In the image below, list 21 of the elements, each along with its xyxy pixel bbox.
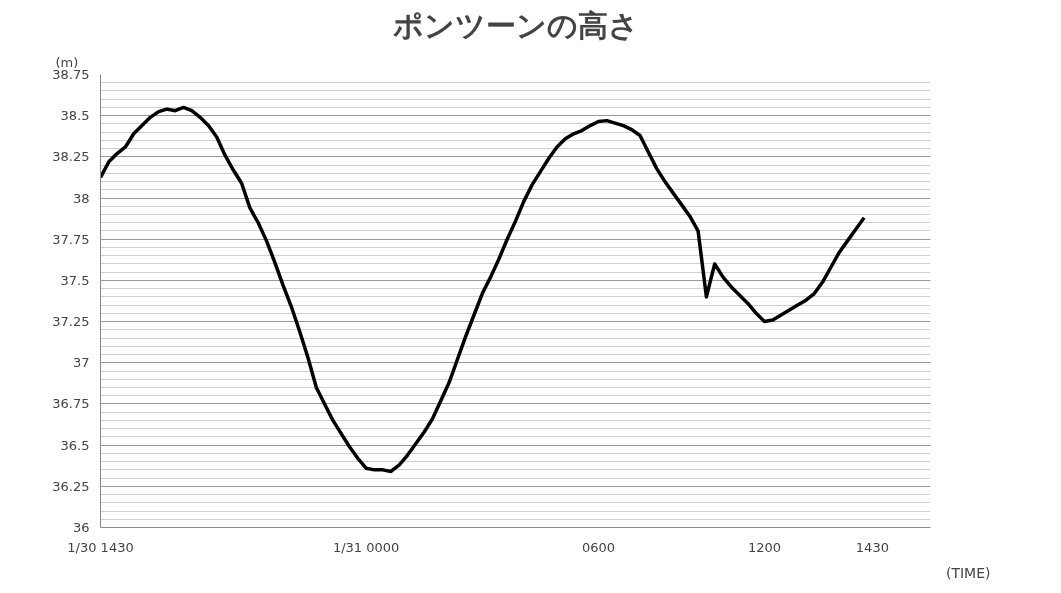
y-tick-label: 37	[72, 355, 90, 371]
y-tick-label: 36.5	[60, 437, 90, 453]
y-tick-label: 38.75	[52, 67, 90, 82]
chart-title: ポンツーンの高さ	[392, 7, 639, 43]
y-tick-label: 38	[72, 190, 90, 206]
y-tick-label: 37.25	[52, 314, 90, 330]
y-tick-label: 36.25	[52, 478, 90, 494]
y-tick-label: 36	[72, 520, 90, 535]
y-tick-label: 38.25	[52, 149, 90, 165]
y-tick-label: 37.75	[52, 231, 90, 247]
x-axis-title: (TIME)	[945, 564, 991, 581]
y-tick-label: 38.5	[60, 108, 90, 124]
y-axis-title: (m)	[55, 54, 79, 70]
x-tick-label: 0600	[581, 539, 616, 555]
x-tick-label: 1/31 0000	[332, 539, 400, 555]
line-series	[100, 105, 866, 474]
y-tick-label: 37.5	[60, 272, 90, 288]
x-tick-label: 1/30 1430	[67, 539, 134, 555]
x-tick-label: 1200	[747, 539, 782, 555]
x-tick-label: 1430	[855, 539, 889, 555]
y-tick-label: 36.75	[52, 396, 90, 412]
